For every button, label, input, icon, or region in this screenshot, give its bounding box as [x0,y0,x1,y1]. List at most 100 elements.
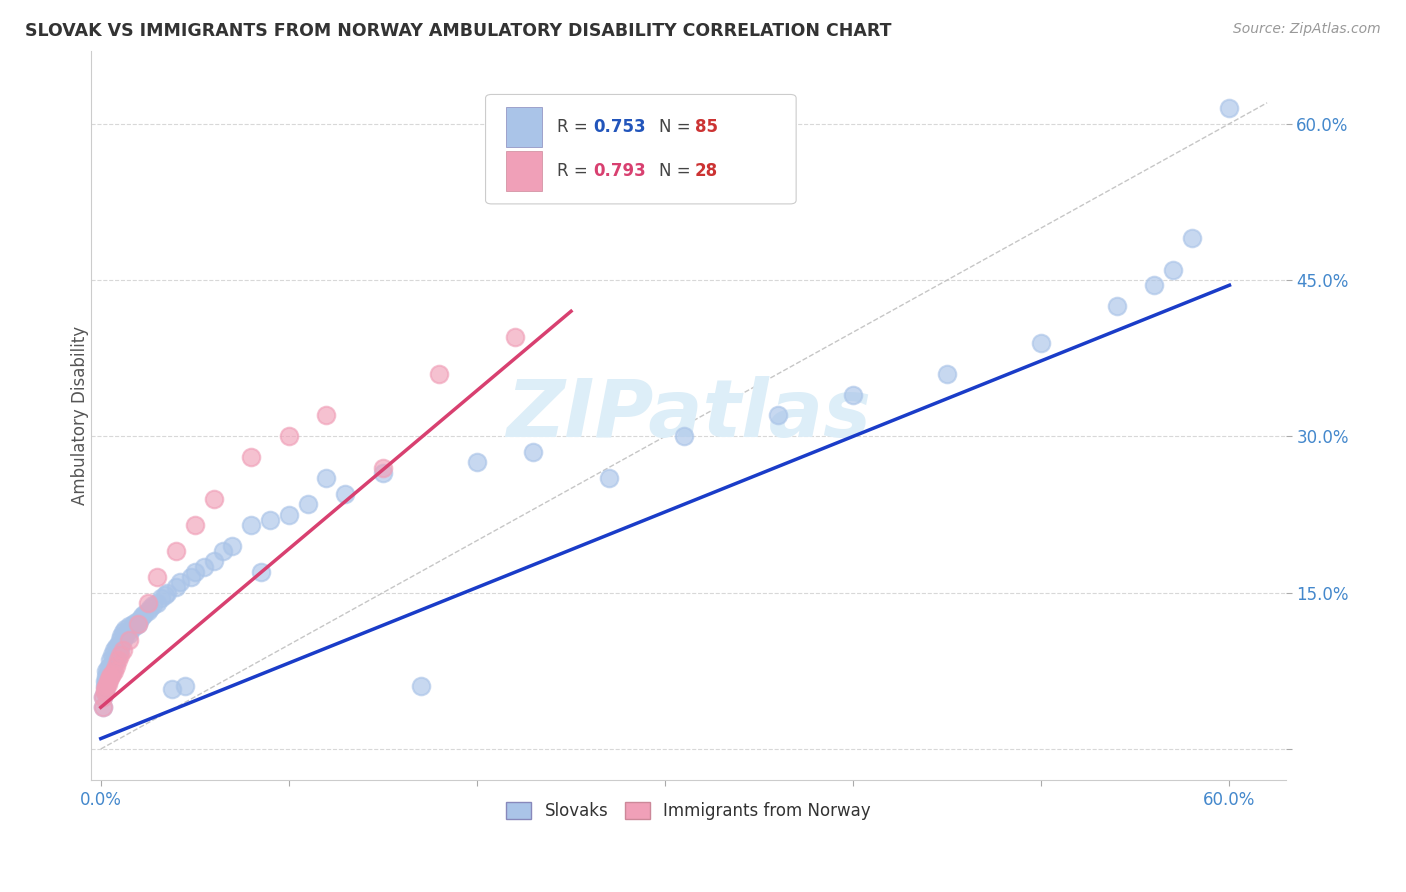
Point [98,669,121,683]
Point [146,596,169,610]
Point [101,658,124,673]
Point [297,497,319,511]
Point [136,604,159,618]
Point [221,539,243,553]
Point [1218,101,1240,115]
Point [842,387,865,401]
Point [427,367,450,381]
Point [91,690,114,704]
Point [104,653,127,667]
Point [112,632,135,647]
Point [107,653,129,667]
Point [124,619,146,633]
Point [138,601,160,615]
Point [142,598,165,612]
Point [672,429,695,443]
Point [114,630,136,644]
Text: R =: R = [557,119,593,136]
Point [131,608,153,623]
Point [115,625,138,640]
Point [103,657,125,671]
Point [249,565,271,579]
Point [277,429,299,443]
Point [146,570,169,584]
Point [96,680,118,694]
FancyBboxPatch shape [485,95,796,204]
Point [108,632,131,647]
Point [104,658,127,673]
Text: SLOVAK VS IMMIGRANTS FROM NORWAY AMBULATORY DISABILITY CORRELATION CHART: SLOVAK VS IMMIGRANTS FROM NORWAY AMBULAT… [25,22,891,40]
Point [101,664,124,678]
Text: N =: N = [659,119,696,136]
Point [132,607,155,621]
Point [103,664,125,678]
Point [96,680,118,694]
Point [212,544,235,558]
Point [371,460,394,475]
Point [1143,278,1166,293]
Point [315,409,337,423]
Text: N =: N = [659,162,696,180]
Point [169,575,191,590]
Point [129,612,152,626]
Point [277,508,299,522]
Point [202,554,225,568]
Point [107,638,129,652]
Point [112,625,135,640]
Point [121,616,143,631]
Point [97,677,120,691]
Point [108,648,131,663]
Point [174,680,197,694]
Point [936,367,959,381]
Point [184,517,207,532]
Text: 28: 28 [695,162,717,180]
Text: ZIPatlas: ZIPatlas [506,376,872,455]
Point [93,684,115,698]
Point [97,667,120,681]
Point [125,615,148,629]
Point [184,565,207,579]
Point [165,544,187,558]
Bar [506,107,541,147]
Point [127,616,149,631]
Point [98,669,121,683]
Point [240,517,263,532]
Point [101,667,124,681]
Point [136,596,159,610]
Point [335,486,357,500]
Point [104,648,127,663]
Point [101,648,124,663]
Text: 0.753: 0.753 [593,119,645,136]
Point [91,690,114,704]
Point [1161,262,1184,277]
Point [118,619,141,633]
Point [104,640,127,654]
Point [114,622,136,636]
Bar [506,151,541,191]
Point [149,591,172,605]
Point [97,674,120,689]
Point [193,559,215,574]
Point [96,669,118,683]
Point [98,671,121,685]
Point [259,513,281,527]
Point [153,588,176,602]
Point [110,638,132,652]
Point [522,445,544,459]
Point [1181,231,1204,245]
Point [409,680,432,694]
Point [766,409,789,423]
Point [98,664,121,678]
Point [127,616,149,631]
Point [112,643,135,657]
Point [97,671,120,685]
Point [103,643,125,657]
Point [118,627,141,641]
Point [118,632,141,647]
Point [120,622,142,636]
Point [93,684,115,698]
Point [1105,299,1128,313]
Point [162,681,184,696]
Point [1031,335,1053,350]
Point [96,664,118,678]
